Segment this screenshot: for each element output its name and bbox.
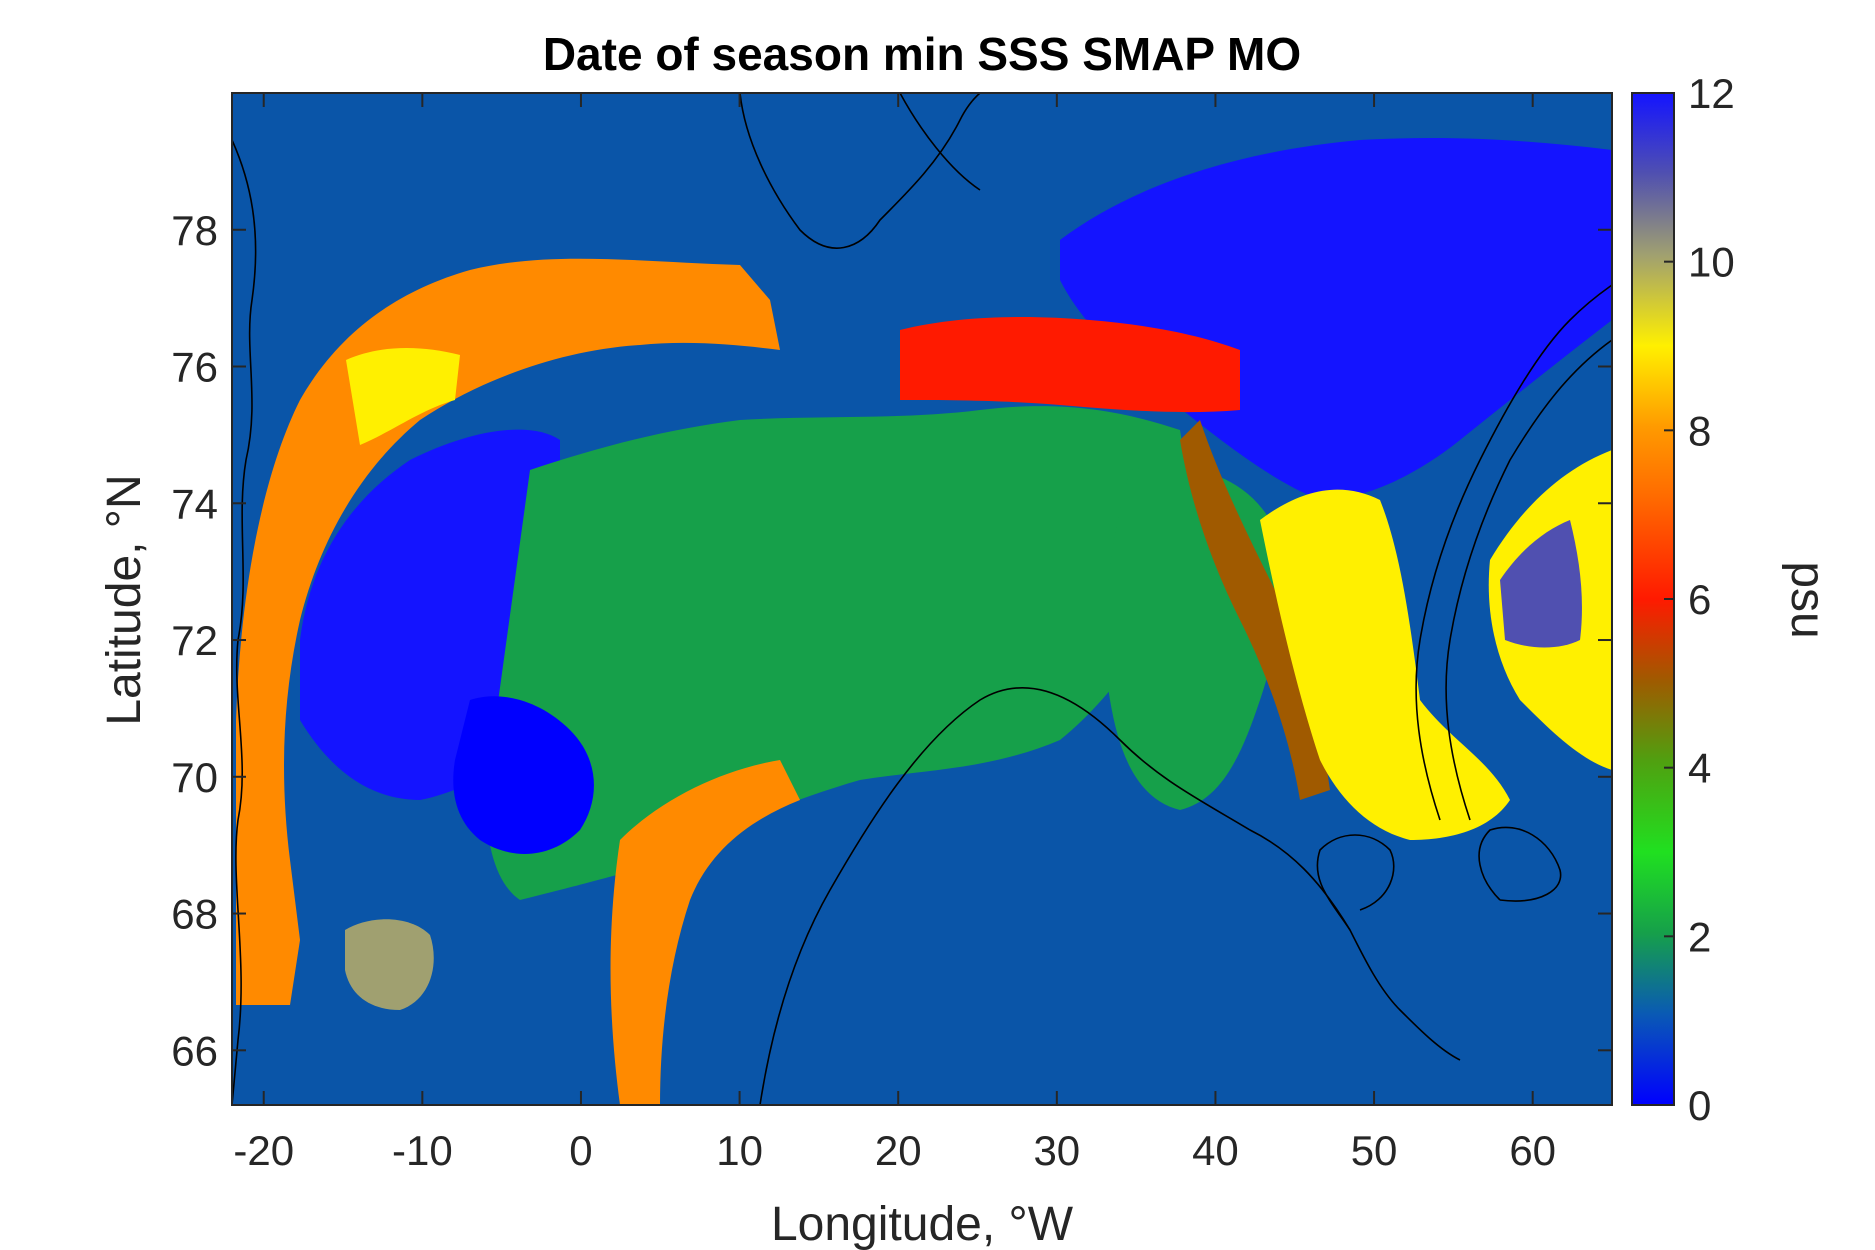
x-tick-label: 50 xyxy=(1351,1127,1398,1174)
greenland-coast xyxy=(232,139,257,1105)
axes-frame xyxy=(231,92,1613,1106)
svalbard-coast xyxy=(739,93,981,249)
norway-coast xyxy=(759,687,1461,1105)
x-tick-label: -10 xyxy=(392,1127,453,1174)
colorbar-tick-label: 2 xyxy=(1688,913,1711,960)
novaya-zemlya-coast xyxy=(1415,284,1612,821)
region-greenland-shelf-inner-band xyxy=(346,348,460,445)
map-axes xyxy=(231,92,1613,1106)
x-tick-label: 20 xyxy=(875,1127,922,1174)
region-norwegian-sea-central xyxy=(486,406,1200,900)
y-tick-label: 72 xyxy=(171,617,218,664)
coastlines xyxy=(232,93,1612,1105)
y-tick-label: 74 xyxy=(171,480,218,527)
colorbar-tick-label: 8 xyxy=(1688,407,1711,454)
colorbar-tick-label: 12 xyxy=(1688,70,1735,117)
y-tick-label: 78 xyxy=(171,207,218,254)
colorbar-tick-label: 10 xyxy=(1688,239,1735,286)
region-lofoten-basin xyxy=(453,696,594,854)
colorbar: 0 2 4 6 8 10 12 psu xyxy=(1631,70,1834,1129)
y-axis-ticks: 66 68 70 72 74 76 78 xyxy=(171,207,1612,1074)
svalbard-east-coast xyxy=(899,93,981,191)
region-kara-sea-interior xyxy=(1500,520,1582,648)
x-tick-label: 0 xyxy=(569,1127,592,1174)
colorbar-label: psu xyxy=(1781,561,1834,638)
x-tick-label: 40 xyxy=(1192,1127,1239,1174)
y-tick-label: 68 xyxy=(171,891,218,938)
region-kara-gate-band xyxy=(1180,420,1330,800)
region-iceland-north xyxy=(345,919,434,1010)
y-tick-label: 70 xyxy=(171,754,218,801)
salinity-field xyxy=(236,138,1612,1105)
y-axis-label: Latitude, °N xyxy=(98,474,151,725)
novaya-zemlya-inner xyxy=(1445,339,1612,821)
x-axis-label: Longitude, °W xyxy=(771,1198,1074,1250)
colorbar-tick-label: 0 xyxy=(1688,1082,1711,1129)
region-greenland-shelf-band xyxy=(236,258,780,1005)
map-plot-area xyxy=(232,93,1612,1105)
y-tick-label: 66 xyxy=(171,1027,218,1074)
kanin-coast xyxy=(1478,826,1562,902)
region-svalbard-south xyxy=(900,317,1240,413)
x-tick-label: -20 xyxy=(233,1127,294,1174)
region-norwegian-coast-band xyxy=(610,760,800,1105)
region-pechora-sea xyxy=(1260,489,1510,840)
chart-title: Date of season min SSS SMAP MO xyxy=(543,28,1301,80)
x-tick-label: 30 xyxy=(1033,1127,1080,1174)
y-tick-label: 76 xyxy=(171,344,218,391)
colorbar-tick-label: 4 xyxy=(1688,745,1711,792)
colorbar-ticks: 0 2 4 6 8 10 12 xyxy=(1664,70,1735,1129)
kola-coast xyxy=(1316,834,1395,931)
colorbar-tick-label: 6 xyxy=(1688,576,1711,623)
x-axis-ticks: -20 -10 0 10 20 30 40 50 60 xyxy=(233,93,1556,1174)
x-tick-label: 60 xyxy=(1509,1127,1556,1174)
x-tick-label: 10 xyxy=(716,1127,763,1174)
